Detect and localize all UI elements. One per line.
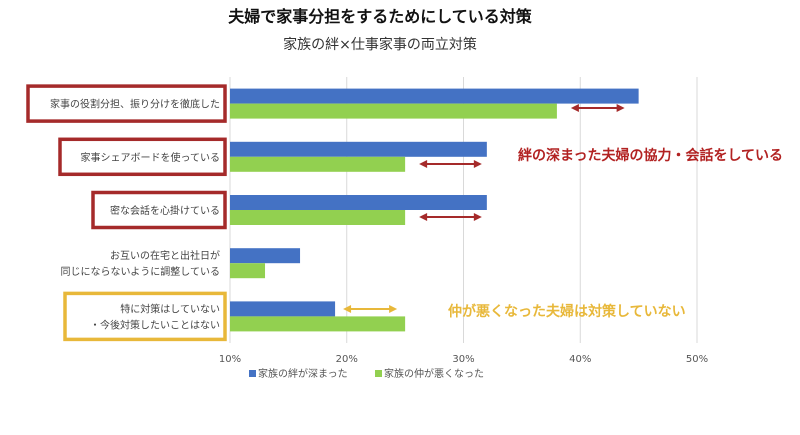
bar — [230, 263, 266, 279]
annotation-bond: 絆の深まった夫婦の協力・会話をしている — [518, 147, 783, 164]
annotation-worse: 仲が悪くなった夫婦は対策していない — [448, 303, 686, 320]
chart-title: 夫婦で家事分担をするためにしている対策 — [228, 7, 533, 26]
arrowhead — [473, 213, 482, 221]
bar — [230, 195, 487, 210]
highlight-box — [58, 137, 227, 177]
category-label: 家事の役割分担、振り分けを徹底した — [50, 98, 220, 111]
bar — [230, 248, 301, 264]
arrowhead — [343, 305, 352, 313]
category-label: ・今後対策したいことはない — [90, 318, 220, 331]
category-label: 同じにならないように調整している — [61, 265, 221, 278]
category-label: お互いの在宅と出社日が — [110, 249, 220, 262]
x-tick-label: 20% — [336, 354, 358, 365]
legend: 家族の絆が深まった 家族の仲が悪くなった — [249, 367, 484, 380]
bar — [230, 316, 406, 332]
x-tick-labels: 10% 20% 30% 40% 50% — [219, 354, 708, 365]
arrowhead — [616, 104, 625, 112]
highlight-box — [26, 84, 227, 123]
bar — [230, 103, 557, 119]
legend-label: 家族の絆が深まった — [258, 367, 348, 380]
category-label: 家事シェアボードを使っている — [81, 151, 221, 164]
x-tick-label: 30% — [452, 354, 474, 365]
bar — [230, 156, 406, 172]
bar — [230, 88, 639, 104]
arrowhead — [389, 305, 398, 313]
x-tick-label: 50% — [686, 354, 708, 365]
arrows — [343, 104, 625, 313]
bar — [230, 301, 336, 317]
highlight-box — [63, 291, 227, 342]
category-label: 密な会話を心掛けている — [110, 204, 220, 217]
bar — [230, 210, 406, 225]
legend-swatch — [375, 370, 382, 377]
arrowhead — [419, 213, 428, 221]
x-tick-label: 40% — [569, 354, 591, 365]
highlight-boxes — [26, 84, 227, 342]
legend-swatch — [249, 370, 256, 377]
highlight-box — [91, 190, 227, 230]
arrowhead — [419, 160, 428, 168]
bar — [230, 141, 487, 157]
arrowhead — [570, 104, 579, 112]
category-labels: 家事の役割分担、振り分けを徹底した家事シェアボードを使っている密な会話を心掛けて… — [50, 98, 220, 332]
x-tick-label: 10% — [219, 354, 241, 365]
chart-subtitle: 家族の絆×仕事家事の両立対策 — [283, 36, 477, 53]
bars — [230, 88, 639, 332]
legend-label: 家族の仲が悪くなった — [384, 367, 484, 380]
category-label: 特に対策はしていない — [120, 302, 220, 315]
arrowhead — [473, 160, 482, 168]
